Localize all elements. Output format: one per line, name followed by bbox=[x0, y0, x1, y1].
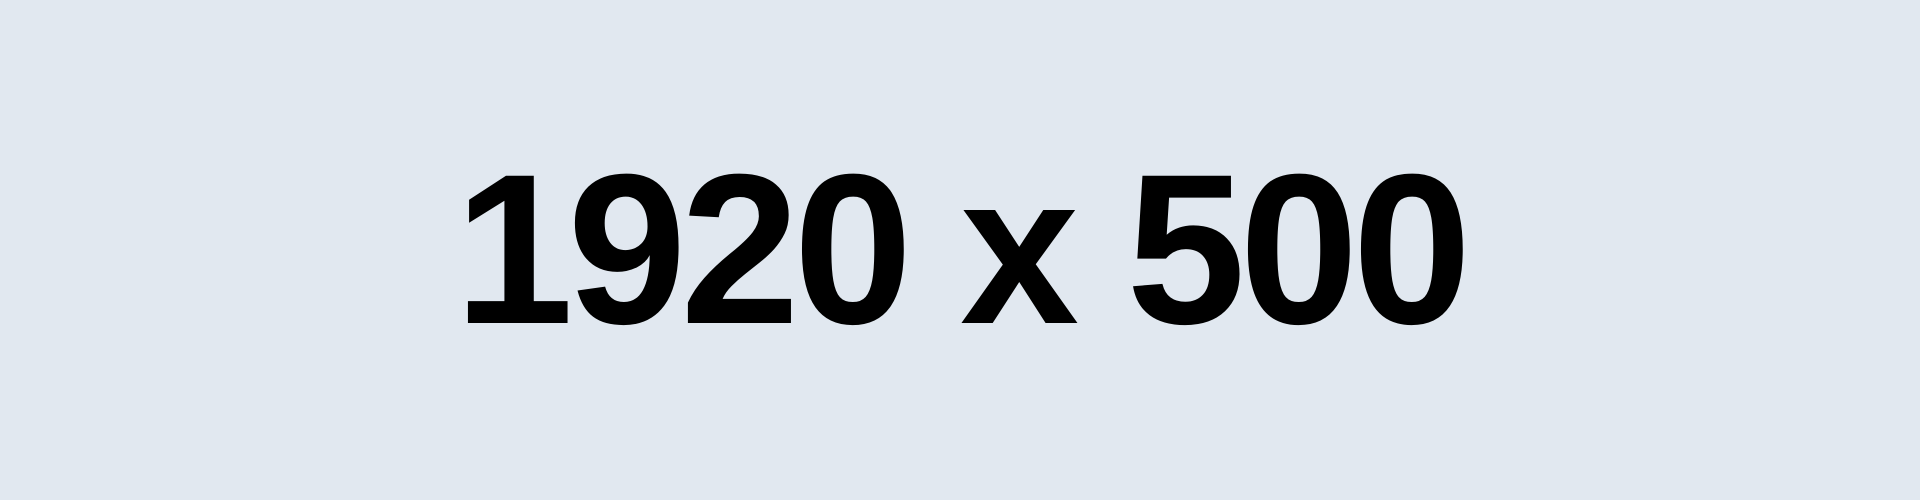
dimensions-label: 1920 x 500 bbox=[454, 130, 1471, 369]
placeholder-canvas: 1920 x 500 bbox=[0, 0, 1920, 500]
